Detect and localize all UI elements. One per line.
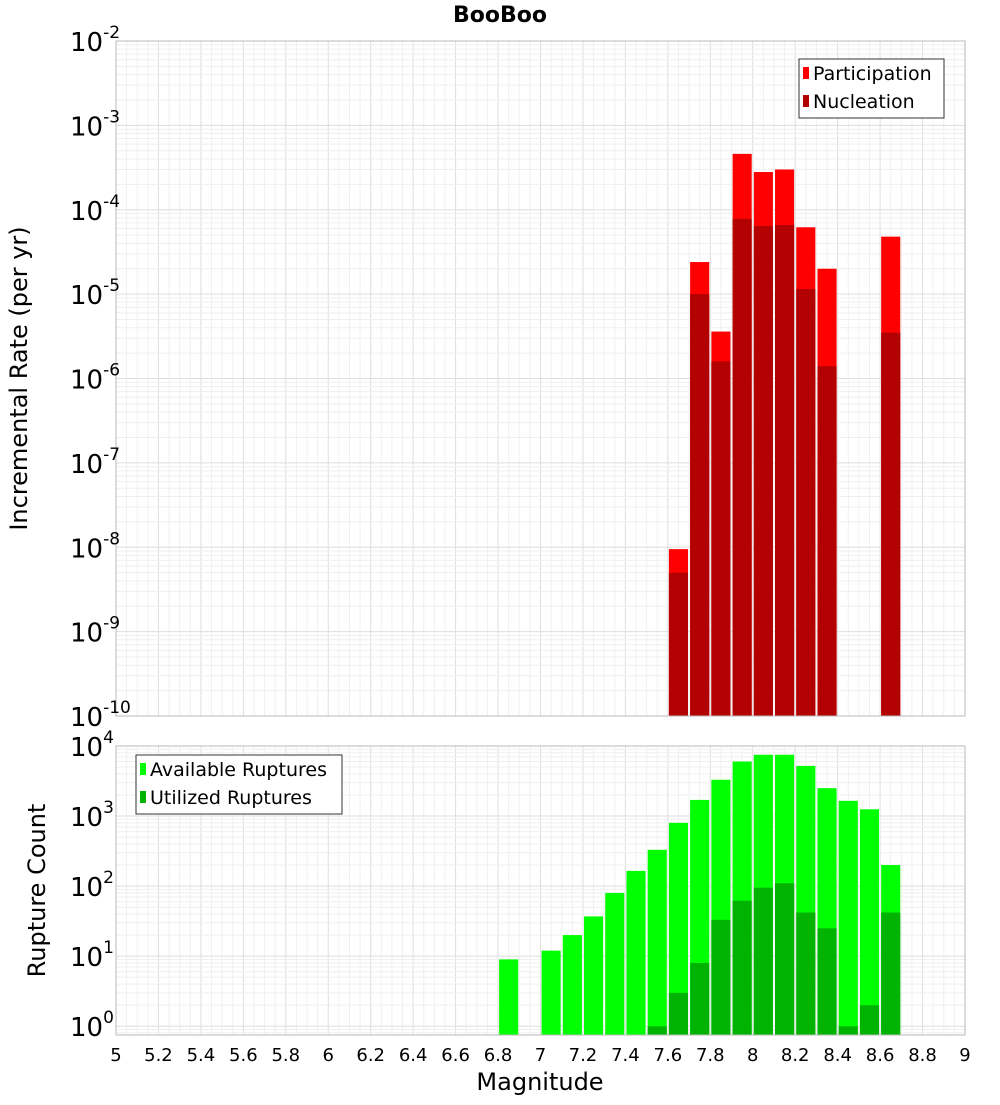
count-bar-secondary	[859, 1005, 880, 1035]
x-tick-label: 6.2	[356, 1045, 385, 1066]
count-bar-secondary	[817, 928, 837, 1035]
count-bar-primary	[584, 916, 604, 1035]
rate-bar-secondary	[711, 361, 731, 716]
rate-bar-secondary	[881, 332, 901, 716]
count-bar-secondary	[647, 1026, 667, 1035]
rate-y-tick-label: 10-7	[70, 445, 120, 480]
rate-bar-secondary	[775, 224, 795, 716]
rate-y-tick-label: 10-8	[70, 529, 120, 564]
count-bar-primary	[499, 959, 519, 1035]
rate-bar-secondary	[753, 226, 773, 716]
count-bar-secondary	[668, 992, 689, 1035]
count-y-tick-label: 103	[70, 798, 114, 833]
rate-bar-secondary	[732, 218, 752, 716]
x-axis-title: Magnitude	[476, 1068, 603, 1096]
count-plot-frame	[115, 745, 966, 1036]
x-tick-label: 5.6	[229, 1045, 258, 1066]
x-tick-label: 7	[535, 1045, 546, 1066]
count-bar-secondary	[732, 900, 752, 1035]
count-bar-secondary	[881, 912, 901, 1035]
count-bar-secondary	[753, 887, 773, 1035]
count-legend-swatch	[140, 763, 146, 775]
rate-legend-swatch	[803, 67, 809, 79]
count-y-tick-label: 104	[70, 728, 114, 763]
count-panel: 100 101 102 103 104 Rupture Count Available Ru…	[23, 728, 966, 1043]
rate-y-tick-label: 10-3	[70, 107, 120, 142]
count-bar-primary	[668, 822, 689, 1035]
count-legend-label: Utilized Ruptures	[150, 787, 312, 809]
count-legend-label: Available Ruptures	[150, 759, 327, 781]
rate-bar-secondary	[668, 572, 689, 716]
x-tick-label: 6.8	[484, 1045, 513, 1066]
x-tick-label: 7.2	[569, 1045, 598, 1066]
x-tick-label: 5.4	[187, 1045, 216, 1066]
rate-plot-frame	[115, 40, 966, 717]
count-bar-secondary	[796, 912, 816, 1035]
rate-y-tick-label: 10-5	[70, 276, 120, 311]
rate-legend-label: Participation	[813, 63, 932, 85]
count-y-axis-title: Rupture Count	[23, 804, 51, 978]
x-tick-label: 8.6	[866, 1045, 895, 1066]
count-bar-primary	[605, 892, 625, 1035]
count-bar-primary	[838, 800, 858, 1035]
rate-y-axis-title: Incremental Rate (per yr)	[5, 226, 33, 530]
x-tick-label: 6	[323, 1045, 334, 1066]
count-y-tick-label: 100	[70, 1008, 114, 1043]
x-tick-label: 7.8	[696, 1045, 725, 1066]
count-legend-box	[135, 754, 343, 815]
count-y-tick-label: 101	[70, 938, 114, 973]
x-tick-label: 7.4	[611, 1045, 640, 1066]
x-tick-label: 8.4	[823, 1045, 852, 1066]
rate-y-tick-label: 10-9	[70, 614, 120, 649]
x-tick-label: 8.2	[781, 1045, 810, 1066]
rate-legend-label: Nucleation	[813, 91, 915, 113]
count-bar-primary	[562, 935, 582, 1035]
rate-bar-secondary	[796, 289, 816, 716]
count-bar-primary	[859, 809, 880, 1035]
rate-legend-box	[798, 58, 945, 119]
x-tick-label: 5.2	[144, 1045, 173, 1066]
count-bar-secondary	[775, 883, 795, 1035]
count-legend-swatch	[140, 791, 146, 803]
x-tick-label: 5.8	[271, 1045, 300, 1066]
chart-title: BooBoo	[453, 3, 547, 28]
count-bar-secondary	[711, 919, 731, 1035]
count-bar-primary	[647, 849, 667, 1035]
x-tick-label: 6.6	[441, 1045, 470, 1066]
count-bar-secondary	[838, 1026, 858, 1035]
count-bar-secondary	[690, 962, 710, 1035]
x-tick-label: 8.8	[908, 1045, 937, 1066]
count-bar-primary	[626, 870, 646, 1035]
rate-bar-secondary	[690, 294, 710, 716]
rate-y-tick-label: 10-4	[70, 192, 120, 227]
rate-panel: 10-10 10-9 10-8 10-7 10-6 10-5 10-4 10-3 10-2 Inc…	[5, 23, 966, 733]
x-tick-label: 9	[959, 1045, 970, 1066]
rate-bar-secondary	[817, 366, 837, 716]
rate-legend-swatch	[803, 95, 809, 107]
x-tick-label: 6.4	[399, 1045, 428, 1066]
count-bar-primary	[541, 950, 561, 1035]
x-tick-label: 7.6	[654, 1045, 683, 1066]
rate-y-tick-label: 10-2	[70, 23, 120, 58]
rate-y-tick-label: 10-6	[70, 361, 120, 396]
x-tick-label: 5	[110, 1045, 121, 1066]
count-y-tick-label: 102	[70, 868, 114, 903]
x-tick-label: 8	[747, 1045, 758, 1066]
rate-y-tick-label: 10-10	[70, 698, 131, 733]
